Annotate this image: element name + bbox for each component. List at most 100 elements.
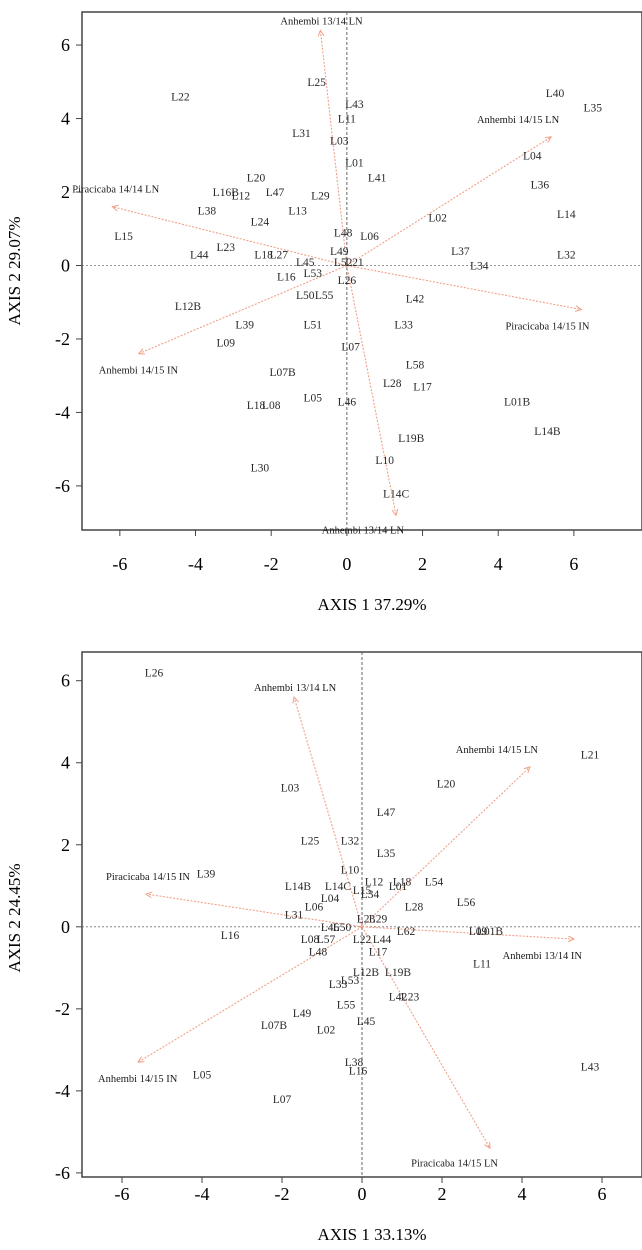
point-label: L01 (345, 158, 364, 170)
vector-label: Anhembi 14/15 IN (99, 366, 179, 377)
vector-arrow (346, 264, 582, 309)
vector-arrow (346, 137, 551, 266)
point-label: L12 (232, 191, 251, 203)
point-label: L55 (337, 1000, 356, 1012)
point-label: L12 (365, 877, 384, 889)
point-label: L05 (193, 1069, 212, 1081)
vector-label: Anhembi 14/15 LN (456, 745, 539, 756)
point-label: L45 (296, 257, 315, 269)
y-tick-label: -6 (55, 476, 70, 496)
point-label: L34 (361, 889, 380, 901)
point-label: L28 (405, 901, 424, 913)
point-label: L34 (470, 260, 489, 272)
vector-label: Anhembi 14/15 IN (98, 1074, 178, 1085)
point-label: L31 (292, 128, 311, 140)
point-label: L47 (377, 807, 396, 819)
point-label: L37 (451, 246, 470, 258)
vector-arrow (112, 207, 347, 267)
point-label: L01B (477, 926, 504, 938)
x-tick-label: 6 (569, 554, 578, 574)
point-label: L44 (190, 249, 209, 261)
point-label: L17 (369, 946, 388, 958)
biplot-chart-1: -6 -4 -2 0 2 4 6 -6 -4 -2 0 2 4 6 AXIS 1 37.29% AXIS 2 … (5, 11, 642, 614)
point-label: L08 (301, 934, 320, 946)
point-label: L18 (254, 249, 273, 261)
point-label: L32 (557, 249, 576, 261)
point-label: L14B (534, 426, 561, 438)
point-label: L11 (338, 114, 356, 126)
x-tick-label: 0 (358, 1184, 367, 1204)
point-label: L32 (341, 836, 360, 848)
point-label: L47 (266, 187, 285, 199)
point-label: L12B (353, 967, 380, 979)
vector-arrow (139, 264, 348, 353)
point-label: L35 (584, 103, 603, 115)
point-label: L40 (546, 88, 565, 100)
point-label: L16 (221, 930, 240, 942)
vector-label: Piracicaba 14/15 IN (505, 322, 589, 333)
point-label: L21 (581, 750, 600, 762)
point-label: L15 (114, 231, 133, 243)
point-label: L39 (235, 319, 254, 331)
point-label: L07 (341, 341, 360, 353)
point-label: L04 (523, 150, 542, 162)
point-label: L33 (329, 979, 348, 991)
point-label: L16B (213, 187, 240, 199)
point-label: L53 (341, 975, 360, 987)
vector-label: Piracicaba 14/15 LN (411, 1158, 498, 1169)
vector-arrow (361, 926, 574, 939)
point-label: L27 (269, 249, 288, 261)
point-label: L23 (217, 242, 236, 254)
point-label: L11 (473, 959, 491, 971)
point-label: L29 (311, 191, 330, 203)
point-label: L56 (457, 897, 476, 909)
point-label: L06 (305, 901, 324, 913)
point-label: L18 (393, 877, 412, 889)
point-label: L02 (317, 1024, 336, 1036)
point-label: L33 (394, 319, 413, 331)
vector-arrow (361, 926, 490, 1148)
point-label: L43 (345, 99, 364, 111)
point-label: L30 (251, 463, 270, 475)
vector-label: Anhembi 13/14 LN (322, 525, 405, 536)
point-label: L18 (247, 400, 266, 412)
point-label: L07 (273, 1094, 292, 1106)
point-label: L10 (375, 455, 394, 467)
y-tick-label: 6 (61, 671, 70, 691)
point-label: L25 (301, 836, 320, 848)
x-tick-label: -6 (115, 1184, 130, 1204)
vector-arrow (146, 894, 363, 928)
biplot-chart-2: -6 -4 -2 0 2 4 6 -6 -4 -2 0 2 4 6 AXIS 1 33.13% AXIS 2 … (5, 651, 642, 1244)
point-label: L12B (175, 301, 202, 313)
point-label: L23 (357, 914, 376, 926)
vector-label: Anhembi 14/15 LN (477, 115, 560, 126)
point-label: L22 (171, 91, 190, 103)
plot-frame (81, 11, 642, 531)
y-axis-title: AXIS 2 24.45% (5, 863, 24, 972)
x-tick-label: -4 (195, 1184, 210, 1204)
x-tick-label: 4 (494, 554, 503, 574)
point-label: L26 (145, 668, 164, 680)
y-tick-label: -2 (55, 329, 70, 349)
x-tick-label: 6 (598, 1184, 607, 1204)
vector-label: Piracicaba 14/15 IN (106, 872, 190, 883)
point-label: L09 (469, 926, 488, 938)
point-label: L28 (383, 378, 402, 390)
point-label: L45 (357, 1016, 376, 1028)
point-label: L42 (406, 294, 425, 306)
point-label: L41 (368, 172, 387, 184)
point-label: L13 (288, 205, 307, 217)
point-label: L49 (330, 246, 349, 258)
point-label: L44 (373, 934, 392, 946)
point-label: L52 (334, 257, 353, 269)
x-tick-label: -2 (275, 1184, 290, 1204)
point-label: L50 (333, 922, 352, 934)
vector-arrow (138, 926, 363, 1062)
point-label: L49 (293, 1008, 312, 1020)
point-label: L54 (425, 877, 444, 889)
y-tick-label: -4 (55, 402, 70, 422)
point-label: L09 (217, 338, 236, 350)
x-axis-title: AXIS 1 37.29% (317, 595, 426, 614)
point-label: L08 (262, 400, 281, 412)
